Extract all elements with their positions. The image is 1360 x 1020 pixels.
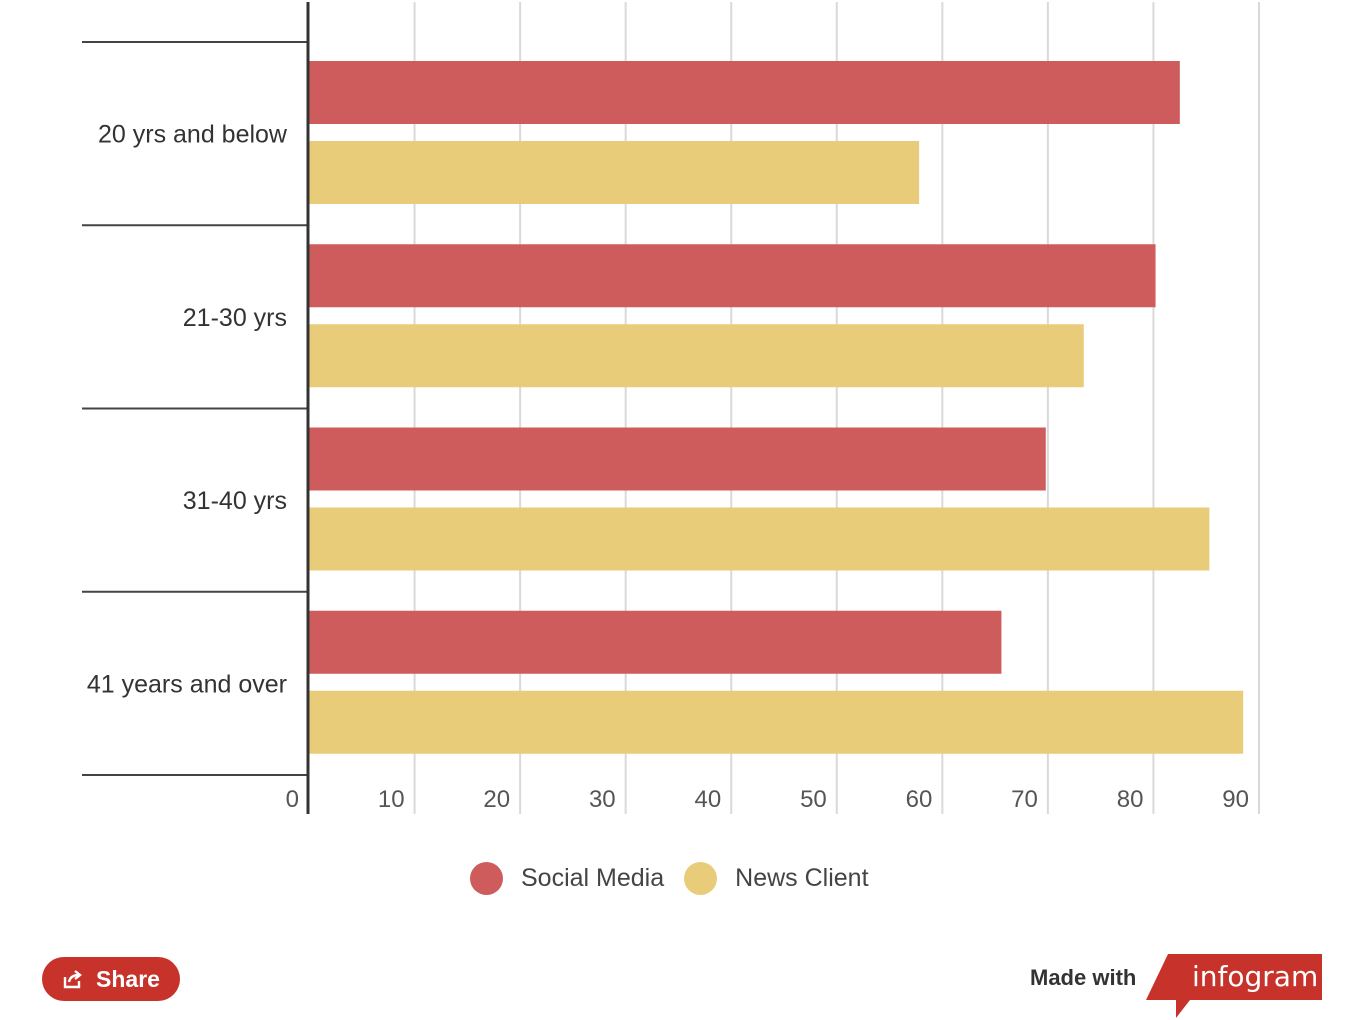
grid-lines — [413, 2, 1260, 814]
x-tick-label: 40 — [695, 786, 722, 813]
category-label: 41 years and over — [87, 670, 287, 698]
bars — [309, 61, 1244, 754]
bar-social-media — [309, 427, 1046, 491]
made-with-text: Made with — [1030, 965, 1137, 990]
share-button[interactable]: Share — [42, 957, 180, 1001]
x-tick-label: 90 — [1222, 786, 1249, 813]
legend: Social Media News Client — [470, 862, 889, 895]
share-icon — [63, 970, 82, 989]
category-label: 31-40 yrs — [183, 487, 287, 515]
category-label: 21-30 yrs — [183, 304, 287, 332]
bar-news-client — [309, 141, 920, 204]
x-tick-label: 80 — [1117, 786, 1144, 813]
infogram-logo-text: infogram — [1192, 960, 1319, 993]
legend-swatch-social-media — [470, 862, 503, 895]
x-tick-label: 70 — [1011, 786, 1038, 813]
legend-swatch-news-client — [684, 862, 718, 895]
x-tick-label: 60 — [906, 786, 933, 813]
bar-social-media — [309, 244, 1156, 308]
legend-item-social-media[interactable]: Social Media — [470, 862, 664, 895]
labels: 0 10 20 30 40 50 60 70 80 90 20 yrs and below 21-30… — [87, 121, 1249, 813]
legend-label-news-client: News Client — [735, 864, 869, 892]
x-tick-label: 0 — [286, 786, 299, 813]
x-tick-label: 30 — [589, 786, 616, 813]
share-label: Share — [96, 965, 160, 992]
bar-news-client — [309, 324, 1084, 388]
legend-label-social-media: Social Media — [521, 864, 665, 892]
x-tick-label: 10 — [378, 786, 405, 813]
bar-news-client — [309, 690, 1244, 754]
legend-item-news-client[interactable]: News Client — [684, 862, 869, 895]
category-separators — [82, 41, 309, 776]
infogram-logo-background[interactable] — [1146, 954, 1322, 1018]
x-tick-label: 50 — [800, 786, 827, 813]
x-tick-label: 20 — [483, 786, 510, 813]
bar-news-client — [309, 507, 1210, 571]
bar-chart: 0 10 20 30 40 50 60 70 80 90 20 yrs and below 21-30… — [82, 2, 1260, 814]
bar-social-media — [309, 610, 1002, 674]
category-label: 20 yrs and below — [98, 121, 288, 149]
bar-social-media — [309, 61, 1180, 124]
